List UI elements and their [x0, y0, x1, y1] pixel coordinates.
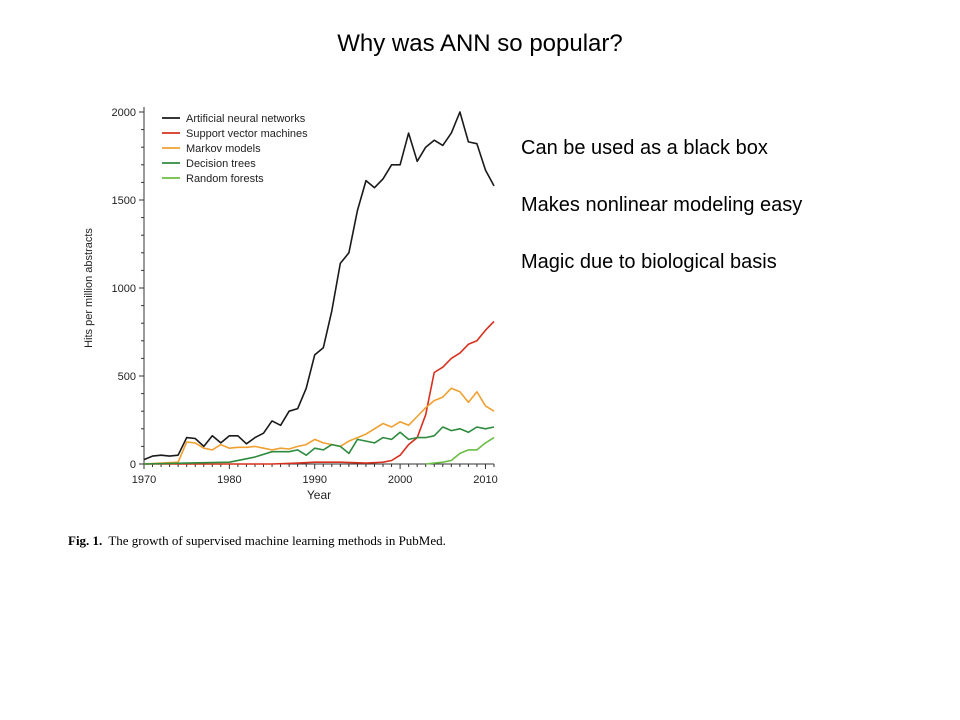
- x-tick-label: 1970: [132, 474, 156, 486]
- y-tick-label: 500: [118, 371, 136, 383]
- legend-label-decision-trees: Decision trees: [186, 158, 256, 170]
- y-tick-label: 2000: [112, 107, 136, 119]
- x-tick-label: 2010: [473, 474, 497, 486]
- caption-label: Fig. 1.: [68, 533, 103, 548]
- legend-label-markov-models: Markov models: [186, 143, 261, 155]
- x-tick-label: 2000: [388, 474, 412, 486]
- caption-text: The growth of supervised machine learnin…: [108, 533, 446, 548]
- series-line-decision-trees: [143, 426, 495, 465]
- x-axis-title: Year: [307, 488, 331, 502]
- bullet-black-box: Can be used as a black box: [521, 137, 768, 159]
- series-line-markov-models: [143, 387, 495, 465]
- bullet-list: Can be used as a black box Makes nonline…: [521, 136, 802, 307]
- bullet-biological: Magic due to biological basis: [521, 251, 777, 273]
- growth-line-chart: 0 500 1000 1500 2000 1970 1980 1990 2000 2010 Year…: [83, 107, 498, 502]
- legend-label-artificial-neural-networks: Artificial neural networks: [186, 113, 306, 125]
- legend-label-support-vector-machines: Support vector machines: [186, 128, 308, 140]
- series-line-support-vector-machines: [144, 320, 495, 465]
- figure-caption: Fig. 1. The growth of supervised machine …: [68, 533, 446, 549]
- series-line-artificial-neural-networks: [143, 111, 495, 461]
- y-tick-label: 1500: [112, 195, 136, 207]
- x-tick-label: 1990: [302, 474, 326, 486]
- legend-label-random-forests: Random forests: [186, 173, 264, 185]
- y-tick-label: 1000: [112, 283, 136, 295]
- slide-title: Why was ANN so popular?: [337, 30, 623, 57]
- x-tick-label: 1980: [217, 474, 241, 486]
- y-tick-label: 0: [130, 459, 136, 471]
- series-line-random-forests: [425, 436, 495, 465]
- y-axis-title: Hits per million abstracts: [83, 228, 95, 348]
- bullet-nonlinear: Makes nonlinear modeling easy: [521, 194, 803, 216]
